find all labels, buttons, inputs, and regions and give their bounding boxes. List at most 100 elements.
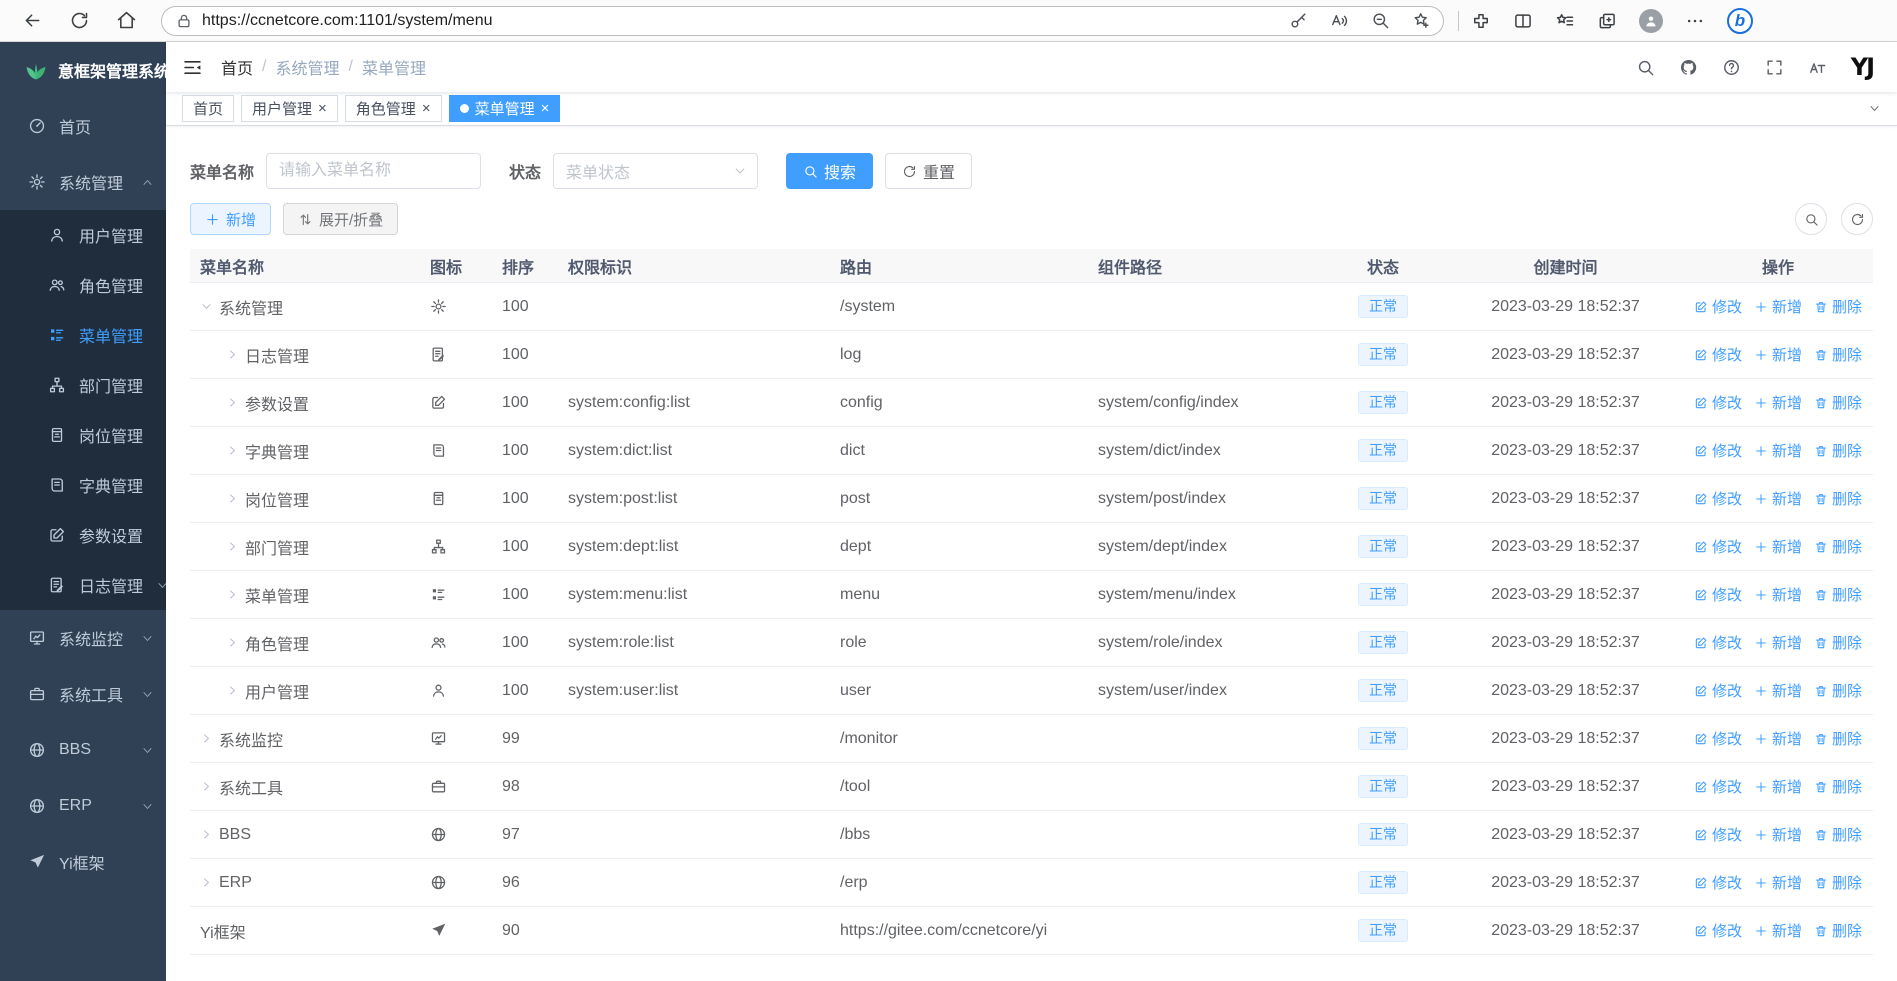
sidebar-item[interactable]: 系统监控	[0, 610, 166, 666]
sidebar-item[interactable]: 日志管理	[0, 560, 167, 610]
expand-caret[interactable]	[226, 540, 245, 553]
row-add-link[interactable]: 新增	[1754, 392, 1802, 413]
yi-logo[interactable]: YJ	[1850, 53, 1875, 81]
row-add-link[interactable]: 新增	[1754, 344, 1802, 365]
row-edit-link[interactable]: 修改	[1694, 296, 1742, 317]
row-delete-link[interactable]: 删除	[1814, 488, 1862, 509]
browser-home-button[interactable]	[116, 10, 137, 31]
row-edit-link[interactable]: 修改	[1694, 632, 1742, 653]
sidebar-item[interactable]: 角色管理	[0, 260, 166, 310]
add-button[interactable]: 新增	[190, 203, 272, 235]
row-edit-link[interactable]: 修改	[1694, 872, 1742, 893]
row-delete-link[interactable]: 删除	[1814, 344, 1862, 365]
app-logo[interactable]: 意框架管理系统	[0, 42, 170, 98]
row-add-link[interactable]: 新增	[1754, 872, 1802, 893]
fullscreen-button[interactable]	[1765, 58, 1784, 77]
row-add-link[interactable]: 新增	[1754, 584, 1802, 605]
status-select[interactable]: 菜单状态	[553, 153, 759, 189]
tab[interactable]: 首页	[182, 95, 235, 122]
row-delete-link[interactable]: 删除	[1814, 680, 1862, 701]
row-delete-link[interactable]: 删除	[1814, 824, 1862, 845]
sidebar-item[interactable]: 岗位管理	[0, 410, 166, 460]
row-delete-link[interactable]: 删除	[1814, 584, 1862, 605]
browser-read-aloud-button[interactable]	[1330, 11, 1349, 30]
tabs-more-button[interactable]	[1868, 102, 1881, 115]
row-edit-link[interactable]: 修改	[1694, 584, 1742, 605]
question-button[interactable]	[1722, 58, 1741, 77]
row-add-link[interactable]: 新增	[1754, 920, 1802, 941]
search-button[interactable]	[1636, 58, 1655, 77]
row-edit-link[interactable]: 修改	[1694, 392, 1742, 413]
copilot-icon[interactable]: b	[1727, 7, 1753, 34]
row-add-link[interactable]: 新增	[1754, 824, 1802, 845]
expand-caret[interactable]	[226, 636, 245, 649]
sidebar-item[interactable]: 系统管理	[0, 154, 166, 210]
browser-key-button[interactable]	[1289, 11, 1308, 30]
browser-collections-button[interactable]	[1597, 11, 1617, 31]
tab[interactable]: 菜单管理 ×	[448, 95, 561, 122]
expand-caret[interactable]	[200, 780, 219, 793]
row-delete-link[interactable]: 删除	[1814, 776, 1862, 797]
sidebar-item[interactable]: 菜单管理	[0, 310, 166, 360]
row-edit-link[interactable]: 修改	[1694, 824, 1742, 845]
row-add-link[interactable]: 新增	[1754, 488, 1802, 509]
row-delete-link[interactable]: 删除	[1814, 536, 1862, 557]
refresh-table-button[interactable]	[1841, 203, 1873, 235]
sidebar-item[interactable]: 部门管理	[0, 360, 166, 410]
row-edit-link[interactable]: 修改	[1694, 920, 1742, 941]
row-add-link[interactable]: 新增	[1754, 728, 1802, 749]
expand-caret[interactable]	[226, 396, 245, 409]
close-icon[interactable]: ×	[421, 100, 431, 117]
row-add-link[interactable]: 新增	[1754, 680, 1802, 701]
toggle-search-button[interactable]	[1795, 203, 1827, 235]
tab[interactable]: 角色管理 ×	[344, 95, 442, 122]
row-add-link[interactable]: 新增	[1754, 296, 1802, 317]
row-delete-link[interactable]: 删除	[1814, 440, 1862, 461]
row-edit-link[interactable]: 修改	[1694, 728, 1742, 749]
row-add-link[interactable]: 新增	[1754, 536, 1802, 557]
browser-zoom-out-button[interactable]	[1371, 11, 1390, 30]
row-delete-link[interactable]: 删除	[1814, 920, 1862, 941]
browser-extensions-button[interactable]	[1471, 11, 1491, 31]
expand-caret[interactable]	[226, 348, 245, 361]
breadcrumb-item[interactable]: 首页	[221, 61, 254, 78]
row-delete-link[interactable]: 删除	[1814, 392, 1862, 413]
expand-caret[interactable]	[200, 876, 219, 889]
row-delete-link[interactable]: 删除	[1814, 632, 1862, 653]
row-edit-link[interactable]: 修改	[1694, 440, 1742, 461]
reset-button[interactable]: 重置	[885, 153, 973, 189]
sidebar-item[interactable]: Yi框架	[0, 834, 166, 890]
search-button[interactable]: 搜索	[786, 153, 874, 189]
row-edit-link[interactable]: 修改	[1694, 680, 1742, 701]
browser-favorites-bar-button[interactable]	[1555, 11, 1575, 31]
expand-caret[interactable]	[200, 732, 219, 745]
menu-name-input[interactable]	[266, 153, 482, 189]
row-edit-link[interactable]: 修改	[1694, 536, 1742, 557]
row-edit-link[interactable]: 修改	[1694, 488, 1742, 509]
row-edit-link[interactable]: 修改	[1694, 776, 1742, 797]
expand-caret[interactable]	[226, 492, 245, 505]
sidebar-item[interactable]: BBS	[0, 722, 166, 778]
row-delete-link[interactable]: 删除	[1814, 872, 1862, 893]
sidebar-item[interactable]: 参数设置	[0, 510, 166, 560]
close-icon[interactable]: ×	[540, 100, 550, 117]
text-size-button[interactable]	[1808, 58, 1827, 77]
row-add-link[interactable]: 新增	[1754, 776, 1802, 797]
sidebar-item[interactable]: 系统工具	[0, 666, 166, 722]
row-delete-link[interactable]: 删除	[1814, 728, 1862, 749]
row-delete-link[interactable]: 删除	[1814, 296, 1862, 317]
expand-caret[interactable]	[226, 684, 245, 697]
close-icon[interactable]: ×	[318, 100, 327, 117]
sidebar-collapse-button[interactable]	[182, 57, 203, 78]
browser-split-screen-button[interactable]	[1513, 11, 1533, 31]
browser-refresh-button[interactable]	[69, 10, 90, 31]
browser-profile-button[interactable]	[1639, 8, 1663, 33]
expand-collapse-button[interactable]: 展开/折叠	[283, 203, 399, 235]
browser-ellipsis-button[interactable]	[1685, 11, 1705, 31]
expand-caret[interactable]	[200, 300, 219, 313]
sidebar-item[interactable]: 字典管理	[0, 460, 166, 510]
row-add-link[interactable]: 新增	[1754, 440, 1802, 461]
sidebar-item[interactable]: 用户管理	[0, 210, 166, 260]
browser-add-favorite-button[interactable]	[1412, 11, 1431, 30]
sidebar-item[interactable]: 首页	[0, 98, 166, 154]
